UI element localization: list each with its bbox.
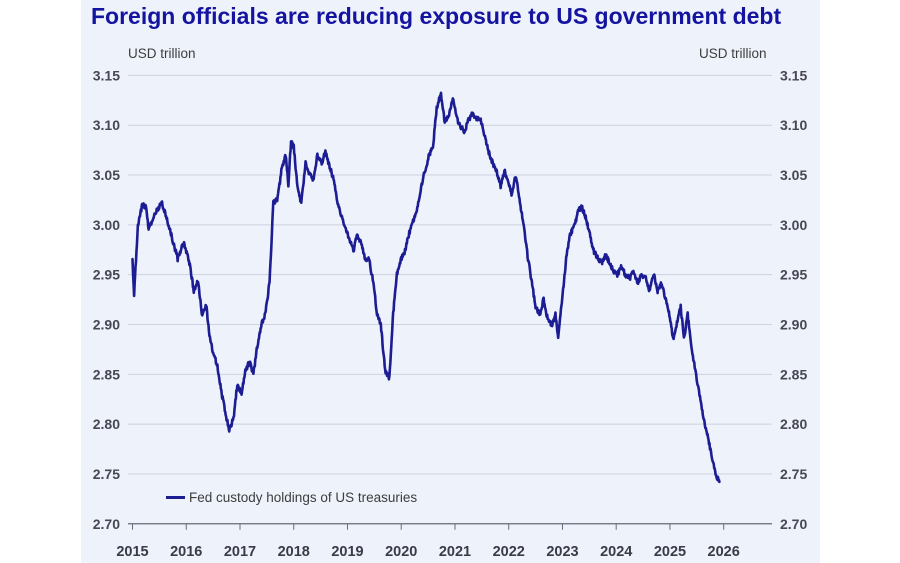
svg-text:3.00: 3.00 — [780, 217, 807, 233]
svg-text:2021: 2021 — [439, 544, 471, 560]
svg-text:2.95: 2.95 — [93, 267, 120, 283]
svg-text:2.75: 2.75 — [93, 466, 120, 482]
svg-text:2023: 2023 — [546, 544, 578, 560]
svg-text:3.05: 3.05 — [93, 167, 120, 183]
svg-text:2.85: 2.85 — [780, 366, 807, 382]
svg-text:3.00: 3.00 — [93, 217, 120, 233]
svg-text:2026: 2026 — [708, 544, 740, 560]
svg-text:2015: 2015 — [116, 544, 148, 560]
svg-text:2.80: 2.80 — [780, 416, 807, 432]
svg-text:2019: 2019 — [331, 544, 363, 560]
svg-text:2025: 2025 — [654, 544, 686, 560]
svg-text:2.70: 2.70 — [93, 516, 120, 532]
svg-text:2022: 2022 — [493, 544, 525, 560]
svg-text:2.80: 2.80 — [93, 416, 120, 432]
svg-text:2020: 2020 — [385, 544, 417, 560]
svg-text:2.70: 2.70 — [780, 516, 807, 532]
svg-text:2016: 2016 — [170, 544, 202, 560]
svg-text:2017: 2017 — [224, 544, 256, 560]
svg-text:2018: 2018 — [278, 544, 310, 560]
svg-text:3.10: 3.10 — [93, 117, 120, 133]
svg-text:2.90: 2.90 — [93, 317, 120, 333]
svg-text:3.05: 3.05 — [780, 167, 807, 183]
svg-text:2024: 2024 — [600, 544, 632, 560]
svg-text:2.85: 2.85 — [93, 366, 120, 382]
svg-text:3.15: 3.15 — [93, 67, 120, 83]
svg-text:2.75: 2.75 — [780, 466, 807, 482]
svg-text:3.10: 3.10 — [780, 117, 807, 133]
svg-text:3.15: 3.15 — [780, 67, 807, 83]
svg-text:2.95: 2.95 — [780, 267, 807, 283]
svg-text:2.90: 2.90 — [780, 317, 807, 333]
